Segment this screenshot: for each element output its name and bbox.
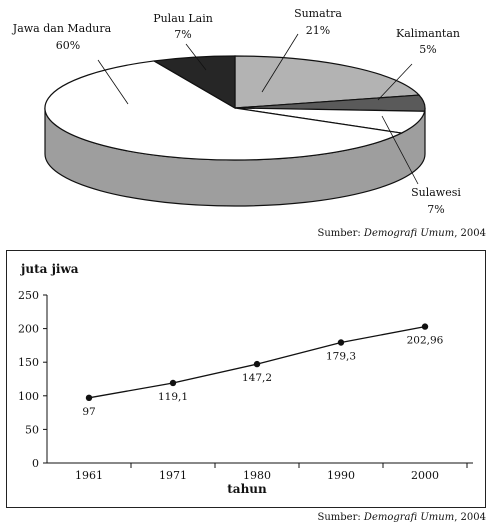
x-tick-label-1971: 1971 xyxy=(159,469,187,482)
pie-value-pulau-lain: 7% xyxy=(174,28,191,41)
pie-slice-sumatra xyxy=(234,55,421,109)
leader-sulawesi xyxy=(381,115,419,185)
pie-label-sulawesi: Sulawesi xyxy=(411,186,461,199)
pie-top-layer xyxy=(44,55,426,161)
y-tick-label-100: 100 xyxy=(18,390,39,403)
y-tick-label-50: 50 xyxy=(25,423,39,436)
data-point-1990 xyxy=(337,339,345,346)
y-tick-label-0: 0 xyxy=(32,457,39,470)
pie-label-sumatra: Sumatra xyxy=(294,7,342,20)
y-ticks: 0 50 100 150 200 250 xyxy=(18,289,47,470)
data-point-1971 xyxy=(169,379,177,387)
x-ticks: 1961 1971 1980 1990 2000 xyxy=(75,463,468,482)
y-axis-label: juta jiwa xyxy=(20,262,79,276)
pie-label-layer: Jawa dan Madura 60% Pulau Lain 7% Sumatr… xyxy=(12,7,462,216)
y-tick-label-250: 250 xyxy=(18,289,39,302)
pie-label-pulau-lain: Pulau Lain xyxy=(153,12,213,25)
line-chart: juta jiwa tahun 0 50 100 150 200 250 1961 1971… xyxy=(18,262,473,496)
data-label-1961: 97 xyxy=(82,406,95,418)
data-point-1961 xyxy=(85,394,93,402)
leader-jawa xyxy=(97,59,129,105)
pie-source: Sumber: Demografi Umum, 2004 xyxy=(318,228,487,239)
pie-slice-pulau-lain xyxy=(152,55,236,110)
pie-value-sulawesi: 7% xyxy=(427,203,444,216)
line-chart-frame: juta jiwa tahun 0 50 100 150 200 250 1961 1971… xyxy=(6,250,486,508)
data-label-2000: 202,96 xyxy=(407,335,444,347)
y-tick-label-150: 150 xyxy=(18,356,39,369)
data-points: 97 119,1 147,2 179,3 202,96 xyxy=(82,323,444,418)
leader-pulau-lain xyxy=(185,43,207,71)
line-source-prefix: Sumber: xyxy=(317,512,364,523)
data-label-1971: 119,1 xyxy=(158,391,188,403)
data-label-1990: 179,3 xyxy=(326,351,356,363)
pie-value-jawa: 60% xyxy=(56,39,80,52)
data-point-1980 xyxy=(253,360,261,368)
pie-value-kalimantan: 5% xyxy=(419,43,436,56)
line-source: Sumber: Demografi Umum, 2004 xyxy=(318,512,487,523)
pie-source-prefix: Sumber: xyxy=(317,228,364,239)
x-tick-label-1961: 1961 xyxy=(75,469,103,482)
pie-value-sumatra: 21% xyxy=(306,24,330,37)
x-tick-label-2000: 2000 xyxy=(411,469,439,482)
data-point-2000 xyxy=(421,323,429,330)
line-source-title: Demografi Umum xyxy=(363,512,455,523)
x-tick-label-1990: 1990 xyxy=(327,469,355,482)
leader-kalimantan xyxy=(377,63,413,101)
line-source-suffix: , 2004 xyxy=(454,512,486,523)
pie-chart: Jawa dan Madura 60% Pulau Lain 7% Sumatr… xyxy=(12,7,462,216)
pie-label-kalimantan: Kalimantan xyxy=(396,27,460,40)
pie-slice-jawa-dan-madura xyxy=(44,60,404,161)
pie-source-title: Demografi Umum xyxy=(363,228,455,239)
y-tick-label-200: 200 xyxy=(18,323,39,336)
x-tick-label-1980: 1980 xyxy=(243,469,271,482)
leader-sumatra xyxy=(261,33,299,93)
data-label-1980: 147,2 xyxy=(242,372,272,384)
pie-source-suffix: , 2004 xyxy=(454,228,486,239)
x-axis-label: tahun xyxy=(227,482,267,496)
pie-label-jawa: Jawa dan Madura xyxy=(12,22,112,35)
